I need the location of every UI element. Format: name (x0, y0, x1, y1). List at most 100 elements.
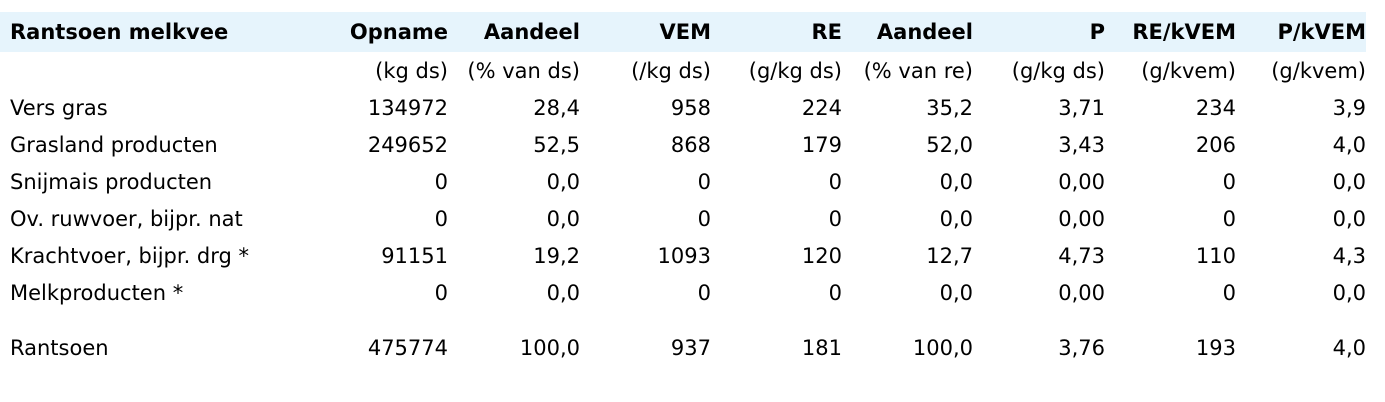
header-cell: Aandeel (842, 12, 973, 52)
value-cell: 19,2 (533, 243, 580, 268)
value-cell: 179 (801, 132, 842, 157)
ration-table: Rantsoen melkvee Opname Aandeel VEM RE Aandee… (0, 12, 1366, 366)
value-cell: 0,0 (939, 280, 973, 305)
empty-cell (711, 311, 842, 329)
header-cell: P/kVEM (1236, 12, 1366, 52)
value-cell: 1093 (657, 243, 711, 268)
value-cell: 52,5 (533, 132, 580, 157)
value-cell: 0 (828, 206, 842, 231)
value-cell: 0,0 (1332, 280, 1366, 305)
total-value: 181 (801, 335, 842, 360)
value-cell: 0 (697, 280, 711, 305)
total-value: 3,76 (1058, 335, 1105, 360)
value-cell: 110 (1195, 243, 1236, 268)
unit-cell: (% van re) (863, 58, 973, 83)
value-cell: 91151 (381, 243, 448, 268)
data-row: Krachtvoer, bijpr. drg * 91151 19,2 1093 120… (0, 237, 1366, 274)
value-cell: 0,0 (546, 206, 580, 231)
header-cell: Opname (317, 12, 448, 52)
empty-cell (317, 311, 448, 329)
units-row: (kg ds) (% van ds) (/kg ds) (g/kg ds) (% van… (0, 52, 1366, 89)
value-cell: 3,9 (1332, 95, 1366, 120)
header-cell: VEM (580, 12, 711, 52)
value-cell: 0 (434, 169, 448, 194)
total-value: 4,0 (1332, 335, 1366, 360)
empty-cell (1236, 311, 1366, 329)
row-label: Snijmais producten (10, 169, 213, 194)
value-cell: 958 (670, 95, 711, 120)
value-cell: 249652 (367, 132, 448, 157)
header-cell: Rantsoen melkvee (0, 12, 317, 52)
data-row: Melkproducten * 0 0,0 0 0 0,0 0,00 0 0,0 (0, 274, 1366, 311)
unit-cell: (g/kg ds) (1011, 58, 1105, 83)
spacer-row (0, 311, 1366, 329)
value-cell: 0 (697, 206, 711, 231)
row-label: Vers gras (10, 95, 108, 120)
total-row: Rantsoen 475774 100,0 937 181 100,0 3,76 193 4,0 (0, 329, 1366, 366)
value-cell: 0 (828, 169, 842, 194)
total-value: 100,0 (519, 335, 580, 360)
table-body: Rantsoen melkvee Opname Aandeel VEM RE Aandee… (0, 12, 1366, 366)
empty-cell (842, 311, 973, 329)
header-row: Rantsoen melkvee Opname Aandeel VEM RE Aandee… (0, 12, 1366, 52)
value-cell: 0 (1222, 206, 1236, 231)
total-value: 937 (670, 335, 711, 360)
value-cell: 0,00 (1058, 169, 1105, 194)
empty-cell (1105, 311, 1236, 329)
value-cell: 868 (670, 132, 711, 157)
total-value: 475774 (367, 335, 448, 360)
unit-cell: (/kg ds) (631, 58, 711, 83)
unit-cell: (g/kvem) (1141, 58, 1236, 83)
value-cell: 0,0 (1332, 169, 1366, 194)
value-cell: 0,00 (1058, 206, 1105, 231)
value-cell: 35,2 (926, 95, 973, 120)
header-cell: P (973, 12, 1105, 52)
value-cell: 206 (1195, 132, 1236, 157)
row-label: Ov. ruwvoer, bijpr. nat (10, 206, 243, 231)
value-cell: 0,0 (546, 280, 580, 305)
empty-cell (973, 311, 1105, 329)
value-cell: 28,4 (533, 95, 580, 120)
value-cell: 3,71 (1058, 95, 1105, 120)
empty-cell (0, 52, 317, 89)
value-cell: 52,0 (926, 132, 973, 157)
row-label: Grasland producten (10, 132, 218, 157)
value-cell: 0,0 (939, 206, 973, 231)
value-cell: 134972 (367, 95, 448, 120)
header-cell: Aandeel (448, 12, 580, 52)
value-cell: 4,0 (1332, 132, 1366, 157)
value-cell: 0,00 (1058, 280, 1105, 305)
header-cell: RE/kVEM (1105, 12, 1236, 52)
value-cell: 0 (1222, 169, 1236, 194)
data-row: Ov. ruwvoer, bijpr. nat 0 0,0 0 0 0,0 0,00 0 0,0 (0, 200, 1366, 237)
total-label: Rantsoen (10, 335, 109, 360)
value-cell: 0 (434, 206, 448, 231)
data-row: Snijmais producten 0 0,0 0 0 0,0 0,00 0 0,0 (0, 163, 1366, 200)
unit-cell: (g/kg ds) (748, 58, 842, 83)
value-cell: 0 (434, 280, 448, 305)
value-cell: 0 (697, 169, 711, 194)
value-cell: 4,73 (1058, 243, 1105, 268)
value-cell: 3,43 (1058, 132, 1105, 157)
row-label: Krachtvoer, bijpr. drg * (10, 243, 250, 268)
value-cell: 0,0 (939, 169, 973, 194)
total-value: 100,0 (912, 335, 973, 360)
unit-cell: (% van ds) (467, 58, 580, 83)
empty-cell (448, 311, 580, 329)
value-cell: 12,7 (926, 243, 973, 268)
value-cell: 0,0 (1332, 206, 1366, 231)
header-cell: RE (711, 12, 842, 52)
total-value: 193 (1195, 335, 1236, 360)
empty-cell (0, 311, 317, 329)
row-label: Melkproducten * (10, 280, 184, 305)
value-cell: 4,3 (1332, 243, 1366, 268)
data-row: Vers gras 134972 28,4 958 224 35,2 3,71 234 3,9 (0, 89, 1366, 126)
value-cell: 0 (1222, 280, 1236, 305)
value-cell: 0 (828, 280, 842, 305)
data-row: Grasland producten 249652 52,5 868 179 52,0 3,… (0, 126, 1366, 163)
value-cell: 224 (801, 95, 842, 120)
value-cell: 120 (801, 243, 842, 268)
empty-cell (580, 311, 711, 329)
unit-cell: (g/kvem) (1271, 58, 1366, 83)
